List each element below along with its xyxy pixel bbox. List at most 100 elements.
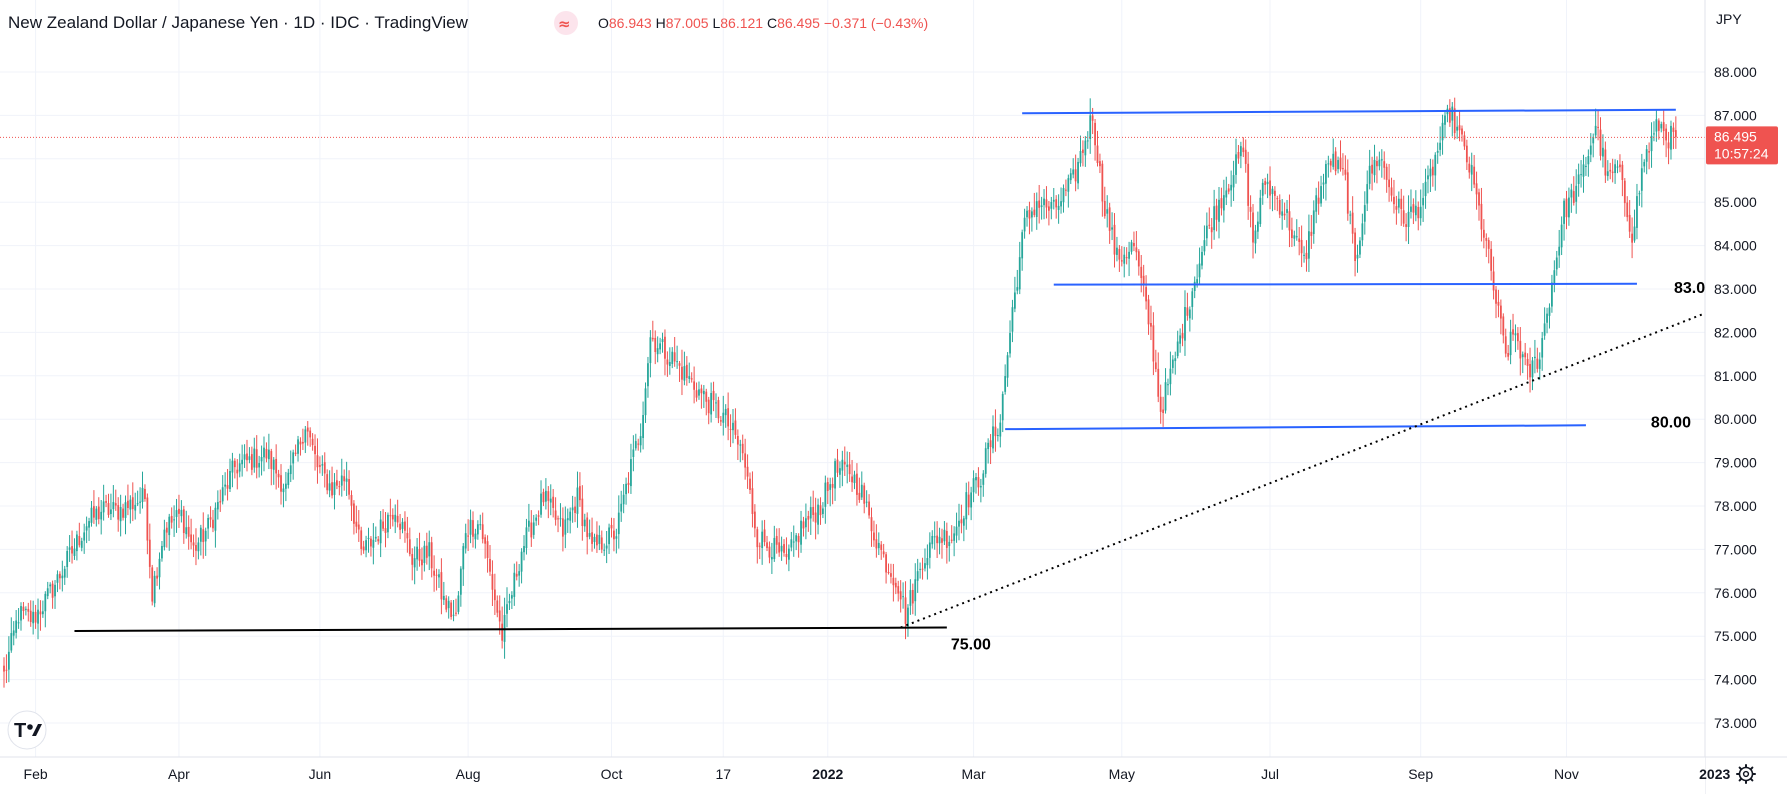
candle: [608, 523, 610, 555]
candle: [231, 452, 234, 488]
level-line-support[interactable]: [74, 626, 947, 632]
candle: [54, 580, 56, 609]
candle: [100, 499, 103, 535]
candle: [467, 519, 470, 551]
chart-title: New Zealand Dollar / Japanese Yen · 1D ·…: [8, 13, 469, 32]
candle: [134, 492, 137, 520]
candle: [1621, 160, 1624, 197]
candle: [941, 528, 943, 559]
candle: [688, 362, 691, 384]
candle: [836, 448, 839, 478]
candle: [805, 503, 807, 540]
candle: [1011, 299, 1014, 343]
candle: [562, 507, 564, 552]
level-label: 75.00: [951, 637, 991, 654]
candle: [744, 438, 747, 480]
candle: [926, 544, 929, 580]
candle: [88, 517, 90, 541]
candle: [843, 446, 846, 476]
candle: [1256, 211, 1259, 239]
candle: [404, 511, 406, 543]
candle: [129, 495, 132, 524]
candle: [950, 525, 953, 544]
level-line-support[interactable]: [1005, 424, 1586, 431]
candle: [370, 536, 372, 557]
candle: [1606, 160, 1609, 181]
candle: [579, 472, 581, 507]
candle: [892, 563, 895, 602]
y-tick-label: 75.000: [1714, 628, 1757, 644]
candle: [1116, 236, 1118, 262]
candle: [481, 512, 484, 544]
candle: [367, 527, 370, 553]
candle: [486, 535, 489, 573]
candle: [588, 519, 591, 540]
candle: [343, 469, 346, 491]
gear-icon[interactable]: [1736, 764, 1756, 784]
ohlc-key: O: [598, 15, 609, 31]
candle: [1179, 328, 1182, 353]
candle: [1456, 116, 1459, 139]
candle: [462, 543, 465, 586]
x-tick-label: Apr: [168, 766, 190, 782]
candle: [1436, 142, 1439, 164]
candle: [1181, 323, 1184, 347]
candle: [1419, 189, 1422, 226]
x-tick-label: May: [1109, 766, 1135, 782]
candle: [724, 404, 727, 428]
time-scale[interactable]: [0, 757, 1705, 794]
candle: [809, 496, 812, 535]
level-line-resistance[interactable]: [1022, 108, 1676, 115]
candle: [1201, 246, 1203, 270]
candle: [32, 600, 35, 635]
candle: [1254, 224, 1257, 254]
candle: [1293, 230, 1296, 247]
y-tick-label: 81.000: [1714, 368, 1757, 384]
candle: [1030, 207, 1033, 232]
candle: [1349, 210, 1352, 225]
candle: [554, 497, 557, 526]
level-line-range[interactable]: [1053, 282, 1637, 286]
candle: [1361, 213, 1364, 247]
candle: [1400, 188, 1403, 226]
candle: [1108, 202, 1111, 244]
candle: [1546, 307, 1548, 334]
candle: [749, 472, 751, 495]
candle: [175, 498, 178, 533]
candle: [1643, 159, 1646, 173]
candle: [1145, 275, 1147, 310]
candle: [1461, 125, 1463, 142]
candle: [1548, 303, 1551, 329]
candle: [1288, 194, 1291, 248]
candle: [1344, 155, 1347, 181]
candle: [1198, 247, 1201, 285]
candle: [122, 503, 124, 521]
candle: [746, 454, 749, 489]
tradingview-logo-icon[interactable]: T: [7, 710, 47, 750]
candle: [1516, 327, 1519, 350]
candle: [1638, 190, 1641, 206]
candle: [430, 536, 433, 578]
candle: [600, 530, 603, 554]
wave-icon[interactable]: ≈: [554, 11, 578, 35]
candle: [1614, 159, 1616, 184]
candle: [153, 570, 156, 608]
candle: [411, 548, 414, 581]
candle: [1067, 174, 1070, 208]
candle: [338, 480, 341, 496]
candle: [484, 534, 487, 559]
candle: [253, 437, 256, 473]
candle: [17, 608, 20, 629]
candle: [1237, 144, 1240, 164]
candle: [642, 401, 644, 450]
candle: [1631, 217, 1633, 259]
candle: [1538, 352, 1541, 381]
candle: [331, 466, 333, 499]
candle: [474, 528, 477, 549]
candle: [374, 526, 377, 543]
candle: [1235, 138, 1237, 184]
candle: [868, 494, 870, 519]
candle: [678, 361, 681, 382]
candle: [770, 542, 773, 574]
